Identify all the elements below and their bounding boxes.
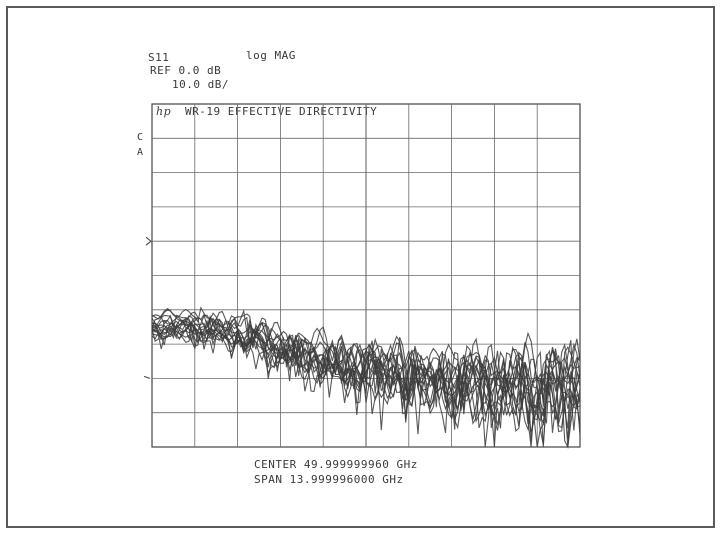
trace-start-marker <box>143 375 151 379</box>
hp-logo: hp <box>156 105 172 118</box>
trace-line <box>151 308 581 450</box>
reference-marker <box>145 236 152 246</box>
channel-marker-c: C <box>137 132 144 143</box>
scale-label: 10.0 dB/ <box>172 78 229 91</box>
center-frequency: CENTER 49.999999960 GHz <box>254 458 418 471</box>
ref-label: REF 0.0 dB <box>150 64 222 77</box>
trace-line <box>151 316 581 431</box>
format-label: log MAG <box>246 49 296 62</box>
channel-marker-a: A <box>137 147 144 158</box>
plot-frame <box>6 6 715 528</box>
span-frequency: SPAN 13.999996000 GHz <box>254 473 404 486</box>
param-label: S11 <box>148 51 170 64</box>
trace-line <box>151 319 581 426</box>
trace-line <box>151 321 581 445</box>
chart-title: WR-19 EFFECTIVE DIRECTIVITY <box>185 105 378 118</box>
